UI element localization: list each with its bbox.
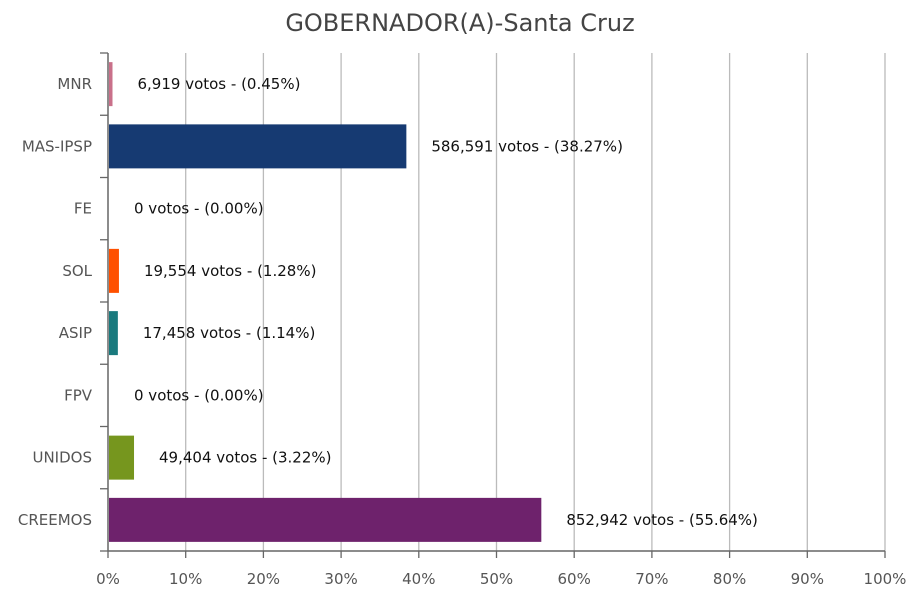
category-label: SOL bbox=[62, 262, 92, 280]
bars: 6,919 votos - (0.45%) 586,591 votos - (38… bbox=[109, 62, 758, 542]
data-label: 17,458 votos - (1.14%) bbox=[143, 324, 315, 342]
category-label: FPV bbox=[64, 386, 93, 404]
data-label: 19,554 votos - (1.28%) bbox=[144, 262, 317, 280]
category-label: CREEMOS bbox=[18, 511, 92, 529]
x-tick-label: 20% bbox=[247, 570, 280, 588]
x-tick-label: 50% bbox=[480, 570, 513, 588]
data-label: 852,942 votos - (55.64%) bbox=[566, 511, 758, 529]
data-label: 586,591 votos - (38.27%) bbox=[431, 137, 623, 155]
category-label: MNR bbox=[57, 75, 92, 93]
bar-unidos bbox=[109, 435, 135, 480]
data-label: 0 votos - (0.00%) bbox=[134, 200, 264, 218]
bar-asip bbox=[109, 311, 118, 356]
data-label: 49,404 votos - (3.22%) bbox=[159, 449, 332, 467]
category-label: MAS-IPSP bbox=[22, 137, 92, 155]
x-tick-label: 40% bbox=[402, 570, 435, 588]
bar-sol bbox=[109, 248, 119, 293]
data-label: 0 votos - (0.00%) bbox=[134, 386, 264, 404]
category-label: UNIDOS bbox=[32, 449, 92, 467]
x-tick-label: 0% bbox=[96, 570, 120, 588]
category-label: FE bbox=[74, 200, 92, 218]
x-tick-label: 30% bbox=[324, 570, 357, 588]
chart-title: GOBERNADOR(A)-Santa Cruz bbox=[285, 9, 634, 37]
x-tick-label: 60% bbox=[558, 570, 591, 588]
x-tick-label: 100% bbox=[864, 570, 907, 588]
data-label: 6,919 votos - (0.45%) bbox=[137, 75, 300, 93]
x-tick-label: 90% bbox=[791, 570, 824, 588]
bar-creemos bbox=[109, 497, 542, 542]
category-label: ASIP bbox=[59, 324, 92, 342]
bar-mnr bbox=[109, 62, 113, 107]
x-tick-label: 10% bbox=[169, 570, 202, 588]
x-tick-label: 70% bbox=[635, 570, 668, 588]
x-tick-label: 80% bbox=[713, 570, 746, 588]
bar-mas-ipsp bbox=[109, 124, 407, 169]
axes: 0% 10% 20% 30% 40% 50% 60% 70% 80% 90% 100% MNR MAS-… bbox=[18, 52, 907, 588]
